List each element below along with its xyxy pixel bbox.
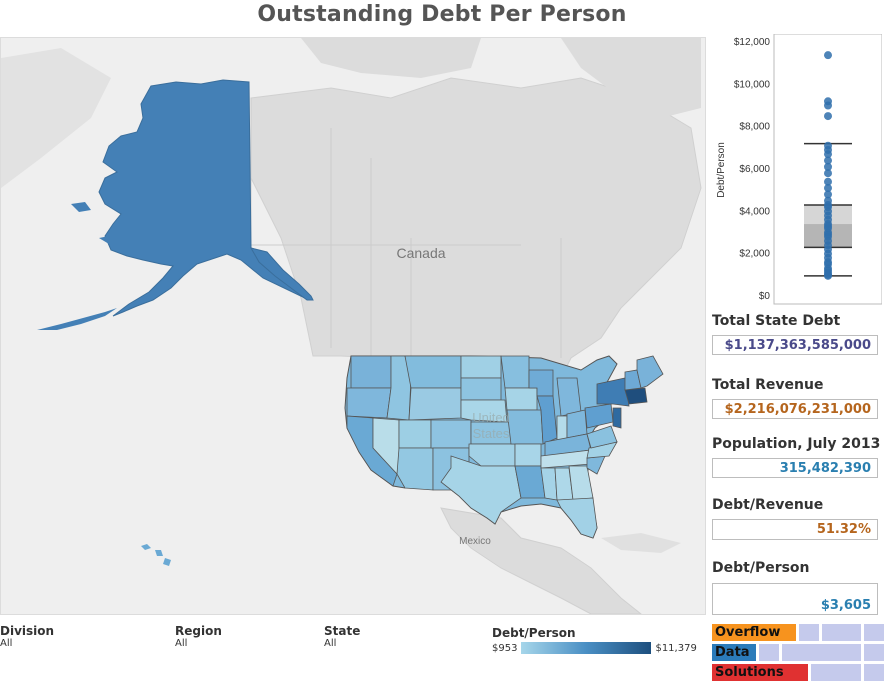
overflow-button[interactable]: Overflow bbox=[712, 624, 796, 641]
central-america bbox=[440, 507, 642, 614]
state-filter-label: State bbox=[324, 624, 361, 638]
dashboard-title: Outstanding Debt Per Person bbox=[257, 2, 627, 27]
boxplot-point[interactable] bbox=[824, 271, 832, 280]
arctic-islands bbox=[301, 38, 481, 78]
total-debt-label: Total State Debt bbox=[712, 313, 841, 329]
boxplot-point[interactable] bbox=[824, 156, 832, 165]
state-texas[interactable] bbox=[440, 455, 522, 525]
legend-max: $11,379 bbox=[655, 642, 697, 654]
boxplot-tick-label: $0 bbox=[759, 291, 771, 302]
nav-row-overflow[interactable]: Overflow bbox=[712, 624, 884, 641]
boxplot-point[interactable] bbox=[824, 184, 832, 193]
state-washington[interactable] bbox=[350, 355, 392, 389]
region-filter-label: Region bbox=[175, 624, 222, 638]
boxplot-point[interactable] bbox=[824, 177, 832, 186]
boxplot-point[interactable] bbox=[824, 190, 832, 199]
boxplot-tick-label: $2,000 bbox=[739, 249, 770, 260]
state-arizona[interactable] bbox=[396, 447, 434, 491]
division-filter-value[interactable]: All bbox=[0, 638, 13, 649]
total-revenue-label: Total Revenue bbox=[712, 377, 824, 393]
boxplot-ylabel: Debt/Person bbox=[716, 142, 727, 198]
state-new-york[interactable] bbox=[596, 377, 630, 407]
state-new-jersey[interactable] bbox=[612, 407, 622, 429]
alaska-panhandle[interactable] bbox=[249, 247, 314, 301]
alaska-islands-north bbox=[71, 202, 109, 244]
label-united: United bbox=[472, 410, 510, 425]
label-states: States bbox=[473, 426, 510, 441]
total-revenue-value: $2,216,076,231,000 bbox=[712, 399, 878, 419]
state-missouri[interactable] bbox=[506, 409, 544, 445]
state-filter[interactable]: State All bbox=[324, 624, 360, 649]
boxplot-point[interactable] bbox=[824, 112, 832, 121]
boxplot-tick-label: $6,000 bbox=[739, 164, 770, 175]
state-massachusetts[interactable] bbox=[624, 387, 648, 405]
total-debt-value: $1,137,363,585,000 bbox=[712, 335, 878, 355]
state-utah[interactable] bbox=[398, 419, 432, 449]
state-colorado[interactable] bbox=[430, 419, 472, 449]
state-iowa[interactable] bbox=[504, 387, 538, 411]
nav-spacer bbox=[864, 664, 884, 681]
solutions-button[interactable]: Solutions bbox=[712, 664, 808, 681]
debt-revenue-label: Debt/Revenue bbox=[712, 497, 824, 513]
color-legend: Debt/Person $953 $11,379 bbox=[492, 626, 704, 654]
boxplot-point[interactable] bbox=[824, 162, 832, 171]
boxplot-tick-label: $4,000 bbox=[739, 206, 770, 217]
state-wyoming[interactable] bbox=[408, 387, 462, 421]
north-america-landmass bbox=[250, 77, 702, 384]
debt-revenue-value: 51.32% bbox=[712, 519, 878, 540]
boxplot-point[interactable] bbox=[824, 169, 832, 178]
state-maine[interactable] bbox=[636, 355, 664, 389]
boxplot-panel[interactable]: Debt/Person $12,000 $10,000 $8,000 $6,000 $4… bbox=[708, 33, 883, 306]
debt-person-label: Debt/Person bbox=[712, 560, 810, 576]
state-virginia[interactable] bbox=[586, 425, 618, 449]
state-north-dakota[interactable] bbox=[460, 355, 502, 379]
state-nebraska[interactable] bbox=[460, 399, 508, 423]
state-michigan[interactable] bbox=[556, 377, 582, 417]
region-filter-value[interactable]: All bbox=[175, 638, 188, 649]
state-filter-value[interactable]: All bbox=[324, 638, 337, 649]
data-button[interactable]: Data bbox=[712, 644, 756, 661]
nav-spacer bbox=[799, 624, 819, 641]
boxplot-tick-label: $8,000 bbox=[739, 122, 770, 133]
division-filter-label: Division bbox=[0, 624, 55, 638]
state-minnesota[interactable] bbox=[500, 355, 530, 389]
map-svg[interactable]: Canada United States Mexico bbox=[1, 38, 705, 614]
west-landmass bbox=[1, 48, 111, 188]
nav-row-solutions[interactable]: Solutions bbox=[712, 664, 884, 681]
boxplot-tick-label: $12,000 bbox=[734, 37, 771, 48]
population-value: 315,482,390 bbox=[712, 458, 878, 478]
boxplot-point[interactable] bbox=[824, 51, 832, 60]
boxplot-tick-label: $10,000 bbox=[734, 79, 771, 90]
nav-row-data[interactable]: Data bbox=[712, 644, 884, 661]
state-ohio[interactable] bbox=[566, 409, 588, 439]
nav-spacer bbox=[759, 644, 779, 661]
nav-spacer bbox=[864, 644, 884, 661]
boxplot-point[interactable] bbox=[824, 150, 832, 159]
caribbean bbox=[601, 533, 681, 553]
boxplot-svg[interactable]: Debt/Person $12,000 $10,000 $8,000 $6,000 $4… bbox=[708, 33, 883, 306]
state-montana[interactable] bbox=[404, 355, 462, 389]
nav-spacer bbox=[811, 664, 861, 681]
population-label: Population, July 2013 bbox=[712, 436, 881, 452]
state-south-dakota[interactable] bbox=[460, 377, 502, 401]
nav-spacer bbox=[782, 644, 861, 661]
debt-person-value: $3,605 bbox=[712, 583, 878, 615]
nav-spacer bbox=[822, 624, 861, 641]
legend-gradient bbox=[521, 642, 652, 654]
nav-spacer bbox=[864, 624, 884, 641]
legend-title: Debt/Person bbox=[492, 626, 576, 640]
choropleth-map[interactable]: Canada United States Mexico bbox=[0, 37, 706, 615]
label-mexico: Mexico bbox=[459, 536, 491, 547]
state-arkansas[interactable] bbox=[514, 443, 542, 467]
legend-min: $953 bbox=[492, 642, 518, 654]
label-canada: Canada bbox=[396, 245, 445, 261]
state-florida[interactable] bbox=[556, 497, 598, 539]
region-filter[interactable]: Region All bbox=[175, 624, 222, 649]
boxplot-point[interactable] bbox=[824, 101, 832, 110]
canada-borders bbox=[250, 98, 562, 360]
greenland bbox=[561, 38, 701, 118]
state-hawaii[interactable] bbox=[141, 544, 171, 566]
division-filter[interactable]: Division All bbox=[0, 624, 54, 649]
state-oregon[interactable] bbox=[346, 387, 392, 419]
